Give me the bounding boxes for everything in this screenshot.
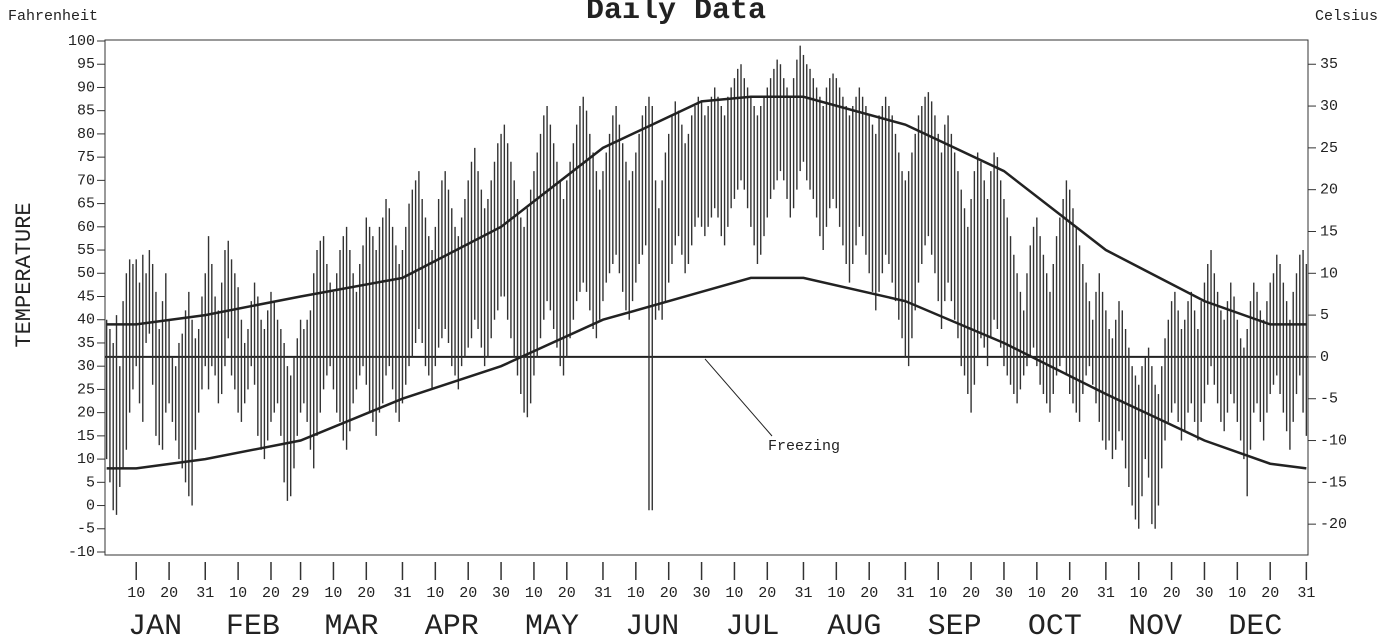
x-tick-label: 20 (558, 585, 576, 602)
month-label: OCT (1028, 610, 1082, 641)
x-tick-label: 30 (995, 585, 1013, 602)
month-label: MAR (325, 610, 379, 641)
y-tick-label: 5 (86, 474, 95, 491)
y-tick-label: 90 (77, 79, 95, 96)
right-axis-label: Celsius (1315, 8, 1378, 25)
x-tick-label: 31 (896, 585, 914, 602)
x-tick-label: 31 (393, 585, 411, 602)
x-tick-label: 30 (693, 585, 711, 602)
y2-tick-label: -5 (1320, 391, 1338, 408)
y-tick-label: 65 (77, 196, 95, 213)
x-tick-label: 31 (196, 585, 214, 602)
y2-tick-label: -15 (1320, 474, 1347, 491)
month-label: JAN (128, 610, 182, 641)
x-tick-label: 20 (357, 585, 375, 602)
y2-tick-label: 25 (1320, 140, 1338, 157)
y-tick-label: 35 (77, 335, 95, 352)
y-tick-label: 10 (77, 451, 95, 468)
x-tick-label: 10 (627, 585, 645, 602)
x-tick-label: 10 (827, 585, 845, 602)
y-tick-label: 55 (77, 242, 95, 259)
y-tick-label: 95 (77, 56, 95, 73)
x-tick-label: 31 (794, 585, 812, 602)
annotation-leader (704, 358, 773, 437)
month-label: FEB (226, 610, 280, 641)
y-tick-label: 60 (77, 219, 95, 236)
y-axis-label: TEMPERATURE (12, 202, 37, 347)
y2-tick-label: 15 (1320, 223, 1338, 240)
chart-title: Daily Data (586, 0, 766, 28)
x-tick-label: 20 (160, 585, 178, 602)
left-axis-label: Fahrenheit (8, 8, 98, 25)
annotation: Freezing (768, 438, 840, 455)
x-tick-label: 10 (127, 585, 145, 602)
y2-tick-label: 10 (1320, 265, 1338, 282)
x-tick-label: 10 (229, 585, 247, 602)
y-tick-label: 85 (77, 103, 95, 120)
y-tick-label: 20 (77, 405, 95, 422)
x-tick-label: 20 (962, 585, 980, 602)
month-label: NOV (1128, 610, 1182, 641)
y-tick-label: 15 (77, 428, 95, 445)
y2-tick-label: 5 (1320, 307, 1329, 324)
x-tick-label: 10 (725, 585, 743, 602)
y2-tick-label: -20 (1320, 516, 1347, 533)
x-tick-label: 20 (660, 585, 678, 602)
x-tick-label: 10 (426, 585, 444, 602)
y2-tick-label: 0 (1320, 349, 1329, 366)
y-tick-label: -10 (68, 544, 95, 561)
x-tick-label: 29 (292, 585, 310, 602)
x-tick-label: 20 (758, 585, 776, 602)
y-tick-label: 25 (77, 381, 95, 398)
x-tick-label: 20 (1261, 585, 1279, 602)
x-tick-label: 31 (1097, 585, 1115, 602)
normal-line (106, 95, 1307, 326)
y-tick-label: 70 (77, 172, 95, 189)
x-tick-label: 31 (594, 585, 612, 602)
x-tick-label: 31 (1297, 585, 1315, 602)
y-tick-label: -5 (77, 521, 95, 538)
y2-tick-label: -10 (1320, 433, 1347, 450)
x-tick-label: 10 (525, 585, 543, 602)
x-tick-label: 10 (324, 585, 342, 602)
y-tick-label: 100 (68, 33, 95, 50)
x-tick-label: 10 (1228, 585, 1246, 602)
month-label: DEC (1228, 610, 1282, 641)
month-label: JUL (726, 610, 780, 641)
y-tick-label: 75 (77, 149, 95, 166)
plot-frame (104, 39, 1309, 556)
x-tick-label: 20 (1163, 585, 1181, 602)
month-label: MAY (525, 610, 579, 641)
month-label: APR (425, 610, 479, 641)
x-tick-label: 30 (1195, 585, 1213, 602)
x-tick-label: 20 (262, 585, 280, 602)
y-tick-label: 0 (86, 498, 95, 515)
x-tick-label: 20 (860, 585, 878, 602)
x-tick-label: 10 (1130, 585, 1148, 602)
month-label: SEP (928, 610, 982, 641)
month-label: AUG (827, 610, 881, 641)
y-tick-label: 40 (77, 312, 95, 329)
x-tick-label: 30 (492, 585, 510, 602)
month-label: JUN (625, 610, 679, 641)
y-tick-label: 80 (77, 126, 95, 143)
y-tick-label: 50 (77, 265, 95, 282)
normal-line (106, 276, 1307, 470)
x-tick-label: 20 (459, 585, 477, 602)
x-tick-label: 10 (1028, 585, 1046, 602)
y-tick-label: 45 (77, 288, 95, 305)
y2-tick-label: 35 (1320, 56, 1338, 73)
y-tick-label: 30 (77, 358, 95, 375)
x-tick-label: 10 (929, 585, 947, 602)
x-tick-label: 20 (1061, 585, 1079, 602)
y2-tick-label: 20 (1320, 182, 1338, 199)
y2-tick-label: 30 (1320, 98, 1338, 115)
